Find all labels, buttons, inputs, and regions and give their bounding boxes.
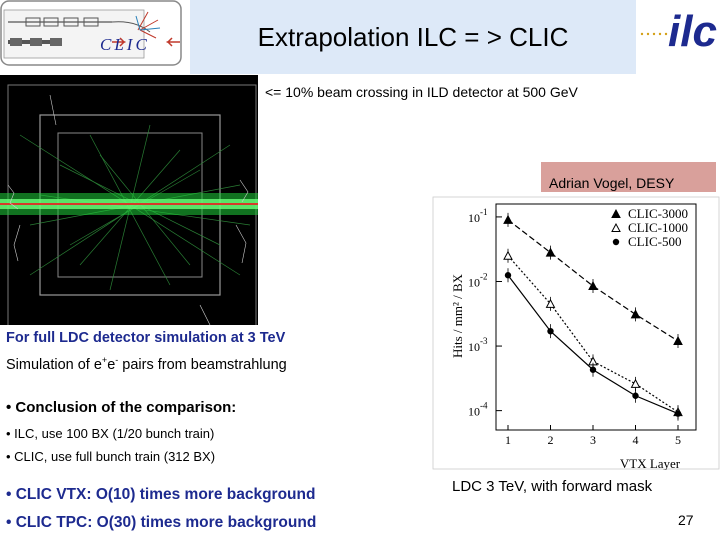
ilc-logo-text: ilc bbox=[668, 7, 717, 56]
text-panel bbox=[0, 325, 420, 540]
data-point bbox=[545, 247, 556, 257]
data-point bbox=[612, 238, 620, 246]
data-point bbox=[674, 410, 682, 417]
clic-bullet: • CLIC, use full bunch train (312 BX) bbox=[6, 449, 216, 464]
data-point bbox=[545, 298, 556, 308]
vtx-background-bullet: • CLIC VTX: O(10) times more background bbox=[6, 486, 316, 503]
plot-caption: LDC 3 TeV, with forward mask bbox=[452, 478, 653, 495]
ilc-bullet: • ILC, use 100 BX (1/20 bunch train) bbox=[6, 426, 215, 441]
x-tick-label: 1 bbox=[505, 433, 511, 447]
simulation-description: Simulation of e+e- pairs from beamstrahl… bbox=[6, 355, 287, 373]
series-line bbox=[507, 219, 679, 342]
data-point bbox=[547, 327, 554, 335]
ilc-logo: ilc bbox=[640, 7, 717, 56]
data-point bbox=[503, 250, 513, 260]
x-tick-label: 3 bbox=[590, 433, 596, 447]
author-badge bbox=[541, 162, 716, 192]
legend-entry: CLIC-3000 bbox=[628, 206, 688, 221]
y-tick-label: 10-2 bbox=[468, 271, 488, 289]
legend-entry: CLIC-500 bbox=[628, 234, 681, 249]
author-label: Adrian Vogel, DESY bbox=[549, 175, 675, 191]
x-tick-label: 2 bbox=[548, 433, 554, 447]
series-clic-500 bbox=[504, 268, 682, 421]
series-line bbox=[507, 274, 679, 415]
series-line bbox=[507, 255, 679, 413]
data-point bbox=[630, 309, 641, 319]
event-display-caption: <= 10% beam crossing in ILD detector at … bbox=[265, 84, 578, 100]
clic-logo-text: CLIC bbox=[100, 35, 150, 54]
title-band bbox=[190, 0, 636, 74]
page-title: Extrapolation ILC = > CLIC bbox=[257, 22, 569, 52]
data-point bbox=[611, 222, 621, 232]
y-axis-label: Hits / mm² / BX bbox=[450, 273, 465, 358]
data-point bbox=[630, 378, 641, 388]
y-tick-label: 10-3 bbox=[468, 336, 488, 354]
y-tick-label: 10-1 bbox=[468, 207, 488, 225]
simulation-heading: For full LDC detector simulation at 3 Te… bbox=[6, 330, 286, 346]
data-point bbox=[503, 214, 513, 224]
data-point bbox=[504, 272, 512, 279]
x-tick-label: 5 bbox=[675, 433, 681, 447]
event-display-image bbox=[0, 75, 258, 335]
data-point bbox=[611, 208, 621, 218]
x-axis-label: VTX Layer bbox=[620, 456, 681, 470]
series-clic-3000 bbox=[503, 212, 683, 348]
tpc-background-bullet: • CLIC TPC: O(30) times more background bbox=[6, 514, 317, 531]
data-point bbox=[673, 335, 683, 345]
clic-logo: CLIC bbox=[0, 0, 182, 66]
data-point bbox=[632, 392, 639, 399]
hits-per-layer-chart: 10-1 10-2 10-3 10-4 1 2 3 4 5 CLIC-3000CLIC-100… bbox=[432, 196, 720, 470]
y-tick-label: 10-4 bbox=[468, 401, 488, 419]
page-number: 27 bbox=[678, 512, 694, 528]
x-tick-label: 4 bbox=[633, 433, 639, 447]
data-point bbox=[589, 366, 597, 373]
data-point bbox=[588, 280, 598, 291]
series-clic-1000 bbox=[503, 248, 683, 420]
conclusion-heading: • Conclusion of the comparison: bbox=[6, 399, 237, 416]
legend-entry: CLIC-1000 bbox=[628, 220, 688, 235]
